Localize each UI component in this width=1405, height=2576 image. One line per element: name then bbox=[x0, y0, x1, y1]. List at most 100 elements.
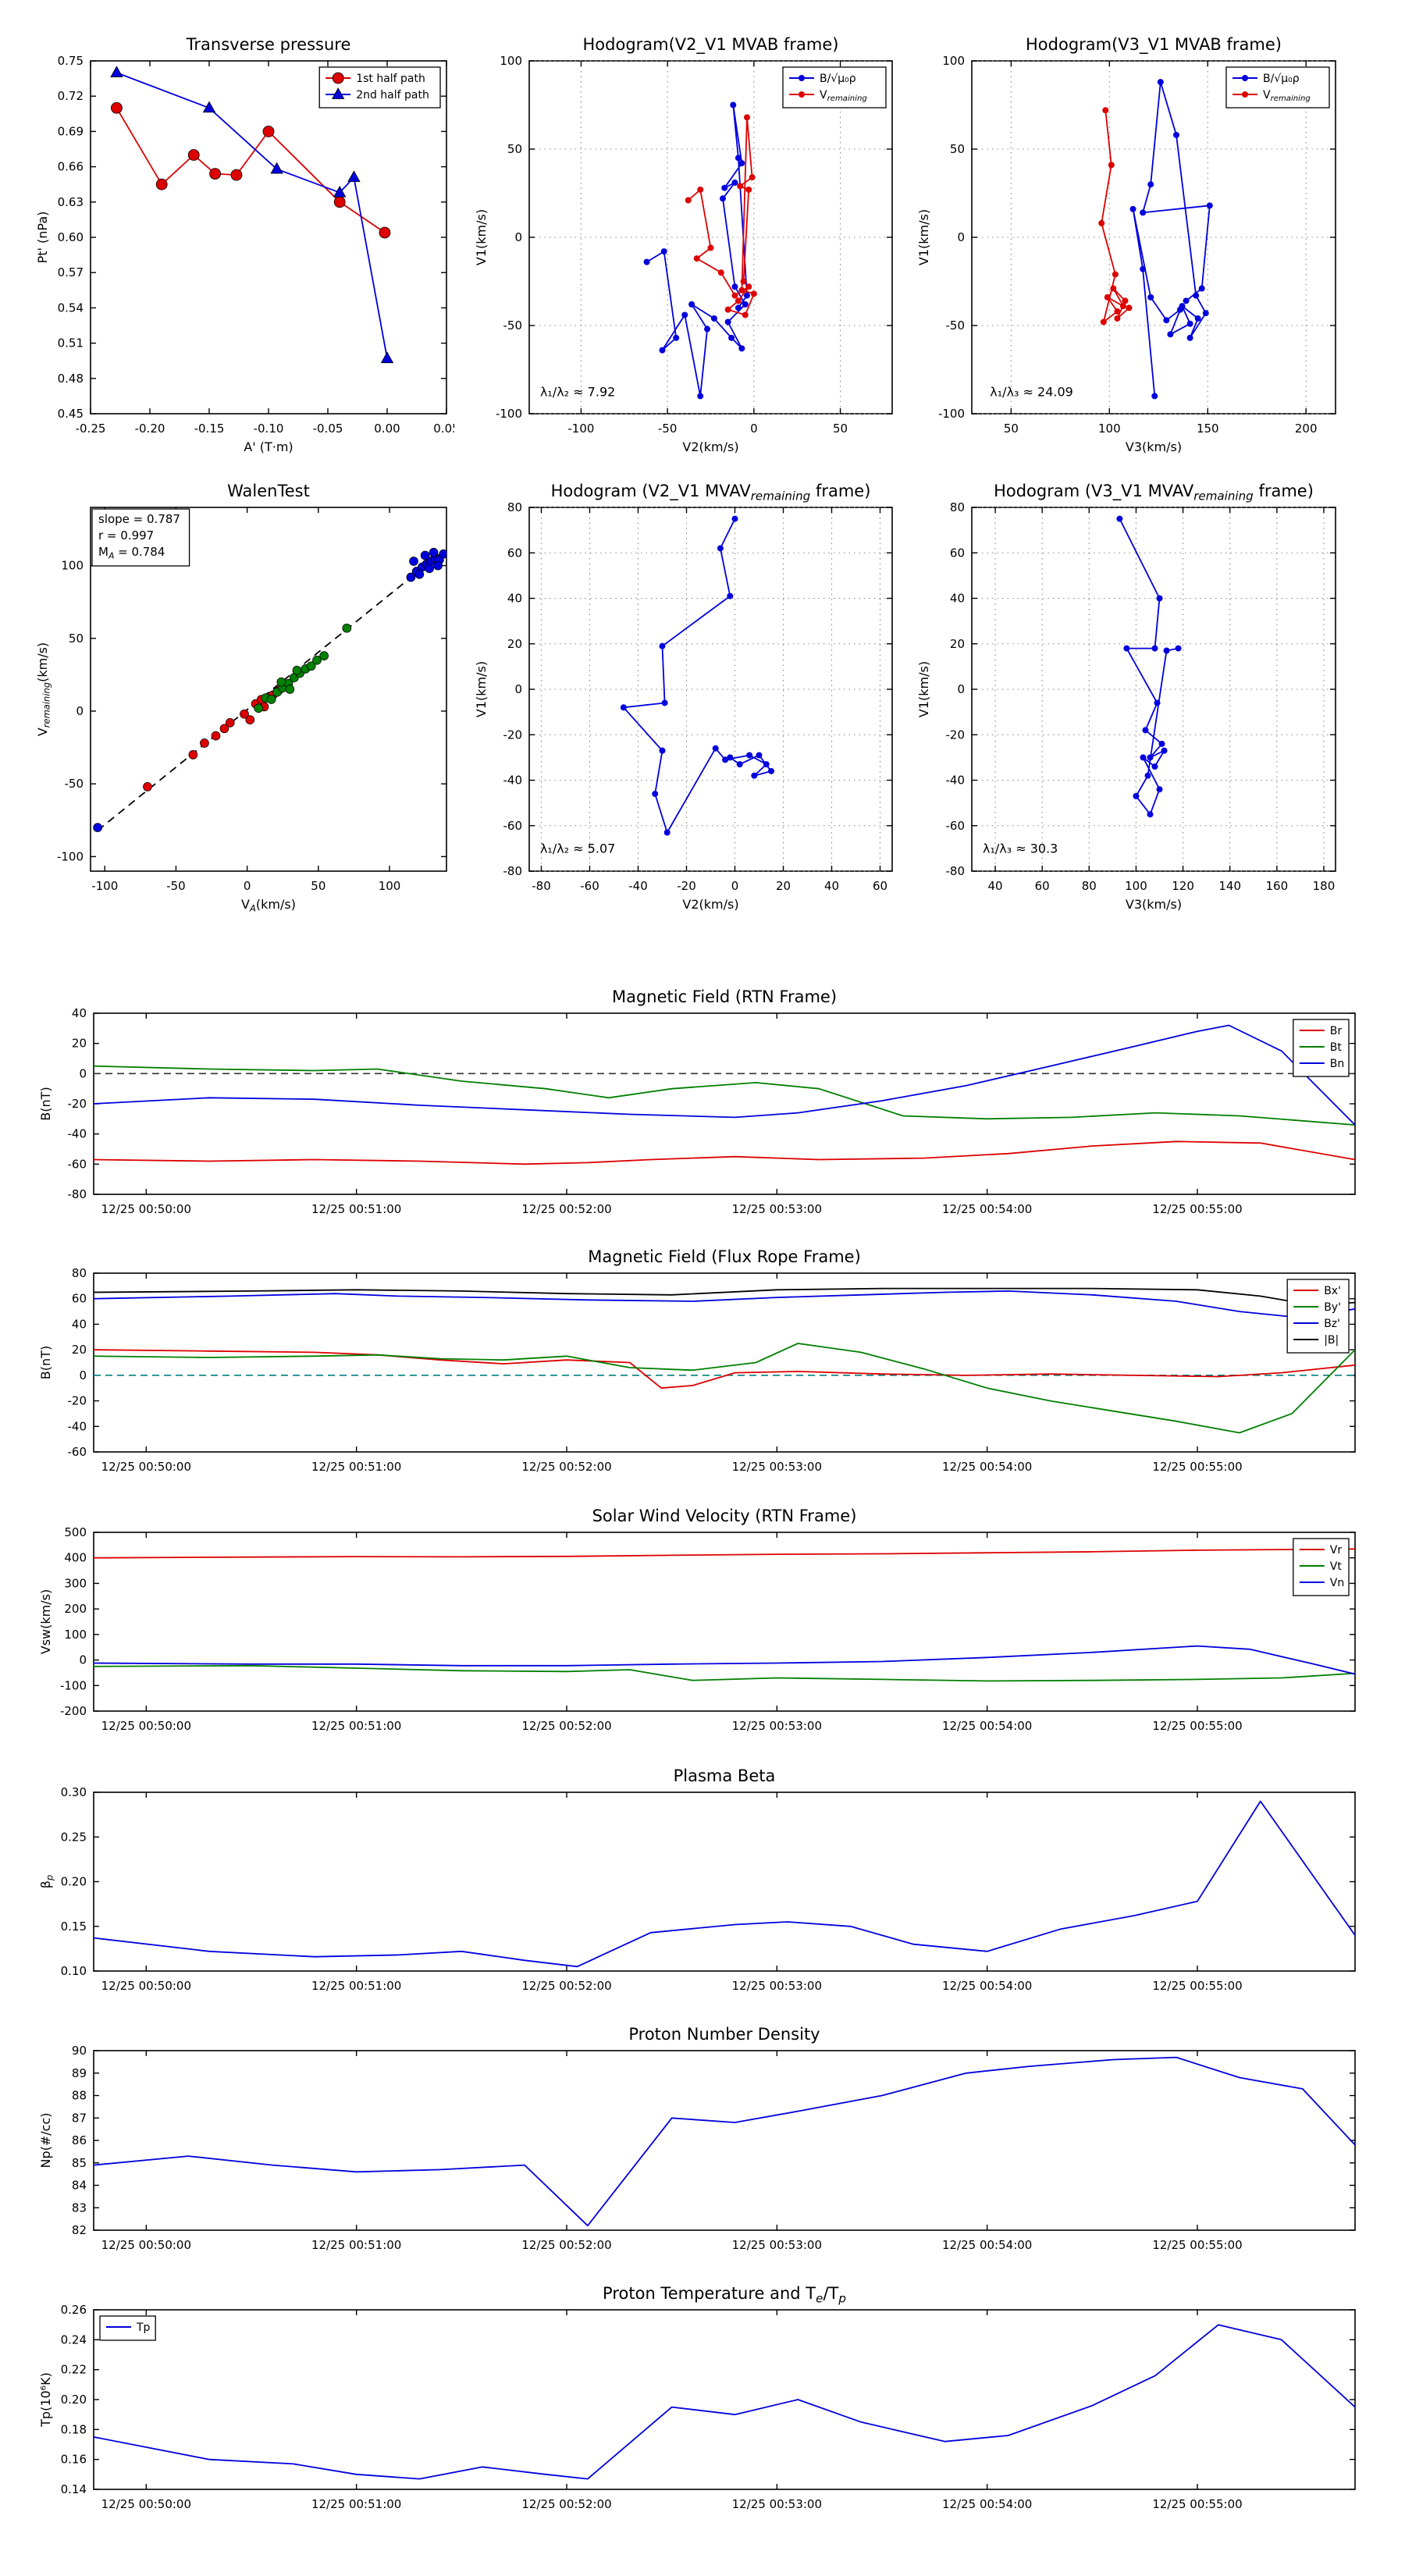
marker bbox=[433, 560, 443, 571]
info-box: slope = 0.787 r = 0.997 MA = 0.784 bbox=[91, 508, 190, 567]
x-tick-label: -0.20 bbox=[135, 422, 165, 436]
series-Vremaining bbox=[685, 114, 757, 318]
marker bbox=[763, 761, 770, 768]
y-tick-label: -40 bbox=[68, 1127, 87, 1141]
marker bbox=[745, 283, 752, 290]
y-tick-label: 500 bbox=[64, 1525, 87, 1539]
series-line2 bbox=[254, 623, 352, 713]
x-tick-label: 0.05 bbox=[433, 422, 454, 436]
axes-frame bbox=[93, 1012, 1356, 1195]
plot-area bbox=[94, 2056, 1355, 2227]
x-tick-label: 12/25 00:55:00 bbox=[1152, 2497, 1242, 2511]
series-Vn bbox=[94, 1645, 1355, 1675]
y-tick-label: 50 bbox=[507, 142, 522, 156]
marker bbox=[1114, 315, 1121, 322]
panel-proton-density: 12/25 00:50:00 12/25 00:51:00 12/25 00:52:… bbox=[27, 2016, 1363, 2269]
panel-title: Magnetic Field (Flux Rope Frame) bbox=[588, 1247, 861, 1266]
marker bbox=[111, 101, 123, 114]
y-tick-label: -80 bbox=[68, 1187, 87, 1201]
y-tick-label: 80 bbox=[507, 500, 522, 514]
y-tick-label: 86 bbox=[72, 2133, 87, 2147]
marker bbox=[717, 269, 724, 276]
y-tick-label: 400 bbox=[64, 1551, 87, 1565]
axes-frame bbox=[93, 2309, 1356, 2490]
plot-area bbox=[94, 1287, 1355, 1434]
marker bbox=[673, 334, 680, 341]
legend-label: B/√μ₀ρ bbox=[820, 73, 856, 85]
y-tick-label: -100 bbox=[57, 849, 84, 863]
series-Br bbox=[94, 1140, 1355, 1165]
x-tick-label: 12/25 00:53:00 bbox=[732, 1460, 822, 1474]
marker bbox=[736, 761, 743, 768]
y-tick-label: 0.69 bbox=[58, 124, 84, 138]
marker bbox=[1147, 811, 1154, 818]
x-tick-label: -80 bbox=[532, 879, 551, 893]
y-axis-label: V1(km/s) bbox=[916, 209, 931, 265]
y-tick-label: 0.45 bbox=[58, 407, 84, 421]
marker bbox=[1151, 763, 1158, 770]
y-tick-label: 300 bbox=[64, 1576, 87, 1590]
y-tick-label: -100 bbox=[938, 407, 965, 421]
annotation: λ₁/λ₂ ≈ 5.07 bbox=[540, 841, 615, 856]
y-tick-label: 80 bbox=[950, 500, 965, 514]
y-tick-label: 20 bbox=[72, 1343, 87, 1357]
axis-ticks bbox=[94, 2309, 1355, 2490]
panel-solar-wind-velocity: 12/25 00:50:00 12/25 00:51:00 12/25 00:52:… bbox=[27, 1498, 1363, 1750]
marker bbox=[1163, 317, 1170, 324]
marker bbox=[697, 186, 704, 193]
marker bbox=[659, 347, 666, 354]
legend-label: 2nd half path bbox=[356, 89, 429, 101]
legend-label: Vremaining bbox=[1263, 89, 1311, 103]
x-tick-label: -0.25 bbox=[76, 422, 106, 436]
marker bbox=[1151, 393, 1158, 400]
marker bbox=[750, 290, 757, 297]
marker bbox=[143, 782, 152, 792]
marker bbox=[1122, 297, 1129, 304]
x-tick-label: -40 bbox=[628, 879, 648, 893]
x-tick-label: 12/25 00:50:00 bbox=[101, 2497, 191, 2511]
y-tick-label: 40 bbox=[72, 1317, 87, 1331]
y-tick-label: 40 bbox=[72, 1006, 87, 1020]
marker bbox=[735, 297, 742, 304]
marker bbox=[727, 592, 734, 600]
x-tick-label: 12/25 00:51:00 bbox=[311, 1460, 401, 1474]
marker bbox=[661, 699, 668, 706]
marker bbox=[93, 823, 102, 832]
marker bbox=[742, 301, 749, 308]
marker bbox=[110, 66, 123, 77]
marker bbox=[660, 248, 667, 255]
legend-label: Bn bbox=[1330, 1058, 1344, 1070]
x-tick-label: 12/25 00:55:00 bbox=[1152, 1460, 1242, 1474]
y-axis-label: V1(km/s) bbox=[474, 209, 489, 265]
x-tick-label: -60 bbox=[580, 879, 599, 893]
marker bbox=[155, 178, 168, 190]
marker bbox=[1156, 595, 1163, 602]
y-tick-label: 100 bbox=[500, 54, 522, 68]
legend-label: Br bbox=[1330, 1025, 1343, 1037]
marker bbox=[1179, 303, 1186, 310]
marker bbox=[744, 114, 750, 121]
transverse-pressure-canvas: -0.25 -0.20 -0.15 -0.10 -0.05 0.00 0.05 0.45 0.4… bbox=[35, 35, 460, 454]
y-tick-label: -80 bbox=[503, 864, 523, 878]
marker bbox=[720, 195, 726, 202]
y-tick-label: 0 bbox=[79, 1066, 87, 1080]
y-tick-label: -100 bbox=[496, 407, 522, 421]
marker bbox=[707, 244, 714, 251]
marker bbox=[187, 149, 200, 161]
panel-hodogram-v2v1-mvav: -80 -60 -40 -20 0 20 40 60 -80 -60 -40 -20 0 20 40 60 80… bbox=[462, 470, 900, 915]
axis-ticks bbox=[529, 60, 892, 415]
y-tick-label: 82 bbox=[72, 2223, 87, 2237]
series-line0 bbox=[94, 2056, 1355, 2227]
x-tick-label: 12/25 00:52:00 bbox=[521, 2497, 611, 2511]
marker bbox=[728, 334, 735, 341]
y-tick-label: 0.66 bbox=[58, 160, 84, 174]
panel-title: Hodogram (V2_V1 MVAVremaining frame) bbox=[551, 482, 871, 503]
marker bbox=[1194, 315, 1201, 322]
x-tick-label: 0.00 bbox=[374, 422, 400, 436]
y-tick-label: 0.26 bbox=[61, 2303, 87, 2317]
legend: Bx' By' Bz' |B| bbox=[1286, 1279, 1350, 1354]
x-tick-label: 12/25 00:53:00 bbox=[732, 1719, 822, 1733]
panel-magnetic-field-rtn: 12/25 00:50:00 12/25 00:51:00 12/25 00:52:… bbox=[27, 979, 1363, 1233]
series-line0 bbox=[94, 1800, 1355, 1968]
y-tick-label: -20 bbox=[68, 1394, 87, 1408]
